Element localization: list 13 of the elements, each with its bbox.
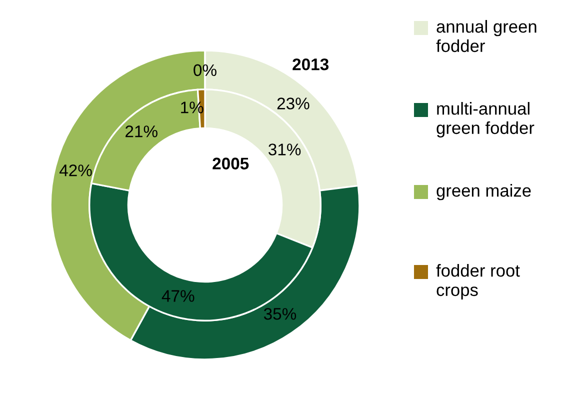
data-label: 42%: [59, 164, 92, 176]
data-label: 31%: [268, 144, 301, 156]
legend-label: green maize: [436, 184, 531, 200]
slice-label: 2005: [212, 158, 249, 170]
text: 0%: [194, 64, 216, 76]
legend-label: fodder root crops: [436, 264, 520, 300]
data-label: 23%: [277, 98, 310, 110]
slice-label: 2013: [292, 58, 329, 70]
data-label: 21%: [126, 126, 158, 138]
data-label: 35%: [264, 308, 296, 320]
data-label: 47%: [162, 290, 194, 302]
legend-label: annual green fodder: [436, 20, 536, 52]
legend-label: multi-annual green fodder: [436, 102, 534, 138]
